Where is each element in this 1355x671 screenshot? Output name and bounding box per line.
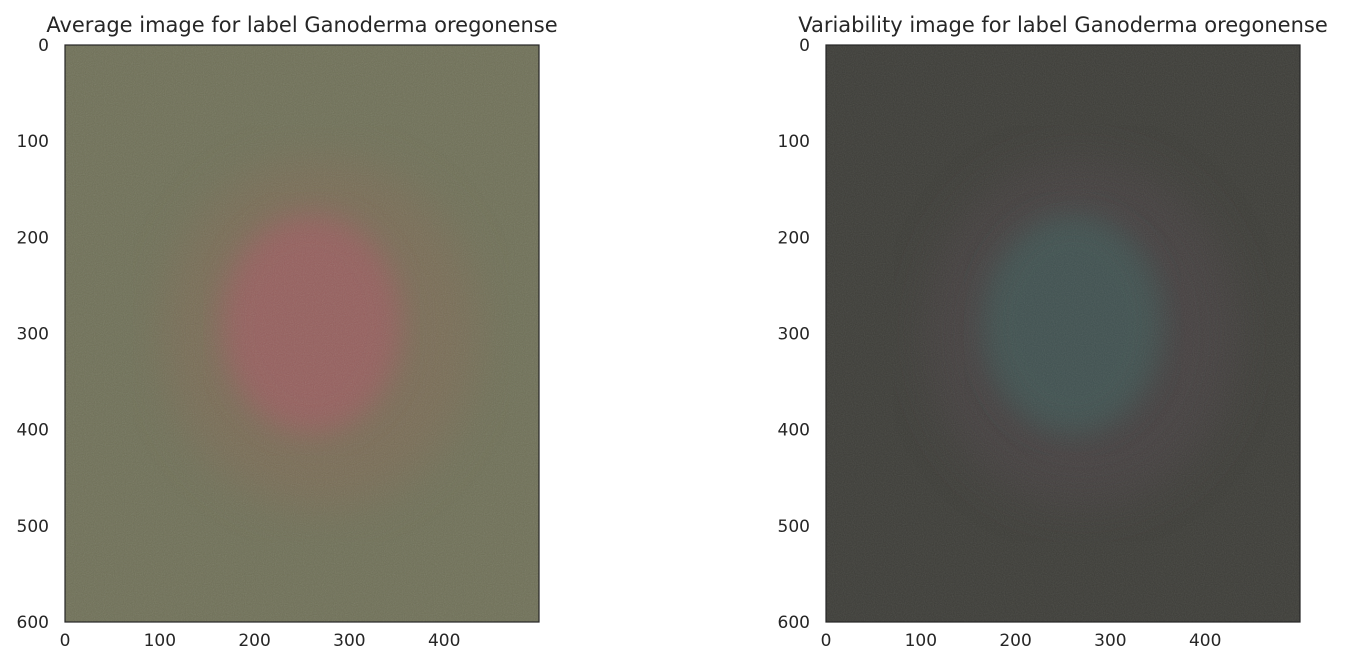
x-tick-label: 200: [238, 631, 270, 651]
x-tick-label: 0: [821, 631, 832, 651]
x-tick-label: 300: [1094, 631, 1126, 651]
y-tick-label: 600: [17, 613, 49, 633]
x-tick-label: 300: [333, 631, 365, 651]
y-tick-label: 100: [17, 132, 49, 152]
y-tick-label: 200: [17, 228, 49, 248]
y-tick-label: 600: [778, 613, 810, 633]
y-tick-label: 300: [17, 325, 49, 345]
x-tick-label: 400: [428, 631, 460, 651]
y-tick-label: 0: [38, 36, 49, 56]
y-tick-label: 500: [17, 517, 49, 537]
x-tick-label: 100: [144, 631, 176, 651]
y-tick-label: 100: [778, 132, 810, 152]
axes-frame: [64, 44, 540, 623]
y-tick-label: 500: [778, 517, 810, 537]
y-tick-label: 0: [799, 36, 810, 56]
image-area: [826, 45, 1300, 622]
x-tick-label: 100: [905, 631, 937, 651]
y-tick-label: 400: [778, 421, 810, 441]
x-tick-label: 200: [999, 631, 1031, 651]
x-tick-label: 0: [60, 631, 71, 651]
average-image-panel: Average image for label Ganoderma oregon…: [17, 13, 558, 651]
chart-title: Average image for label Ganoderma oregon…: [46, 13, 557, 37]
y-tick-label: 400: [17, 421, 49, 441]
axes-frame: [825, 44, 1301, 623]
image-area: [65, 45, 539, 622]
x-tick-label: 400: [1189, 631, 1221, 651]
y-tick-label: 300: [778, 325, 810, 345]
y-tick-label: 200: [778, 228, 810, 248]
variability-image-panel: Variability image for label Ganoderma or…: [778, 13, 1328, 651]
chart-title: Variability image for label Ganoderma or…: [798, 13, 1328, 37]
